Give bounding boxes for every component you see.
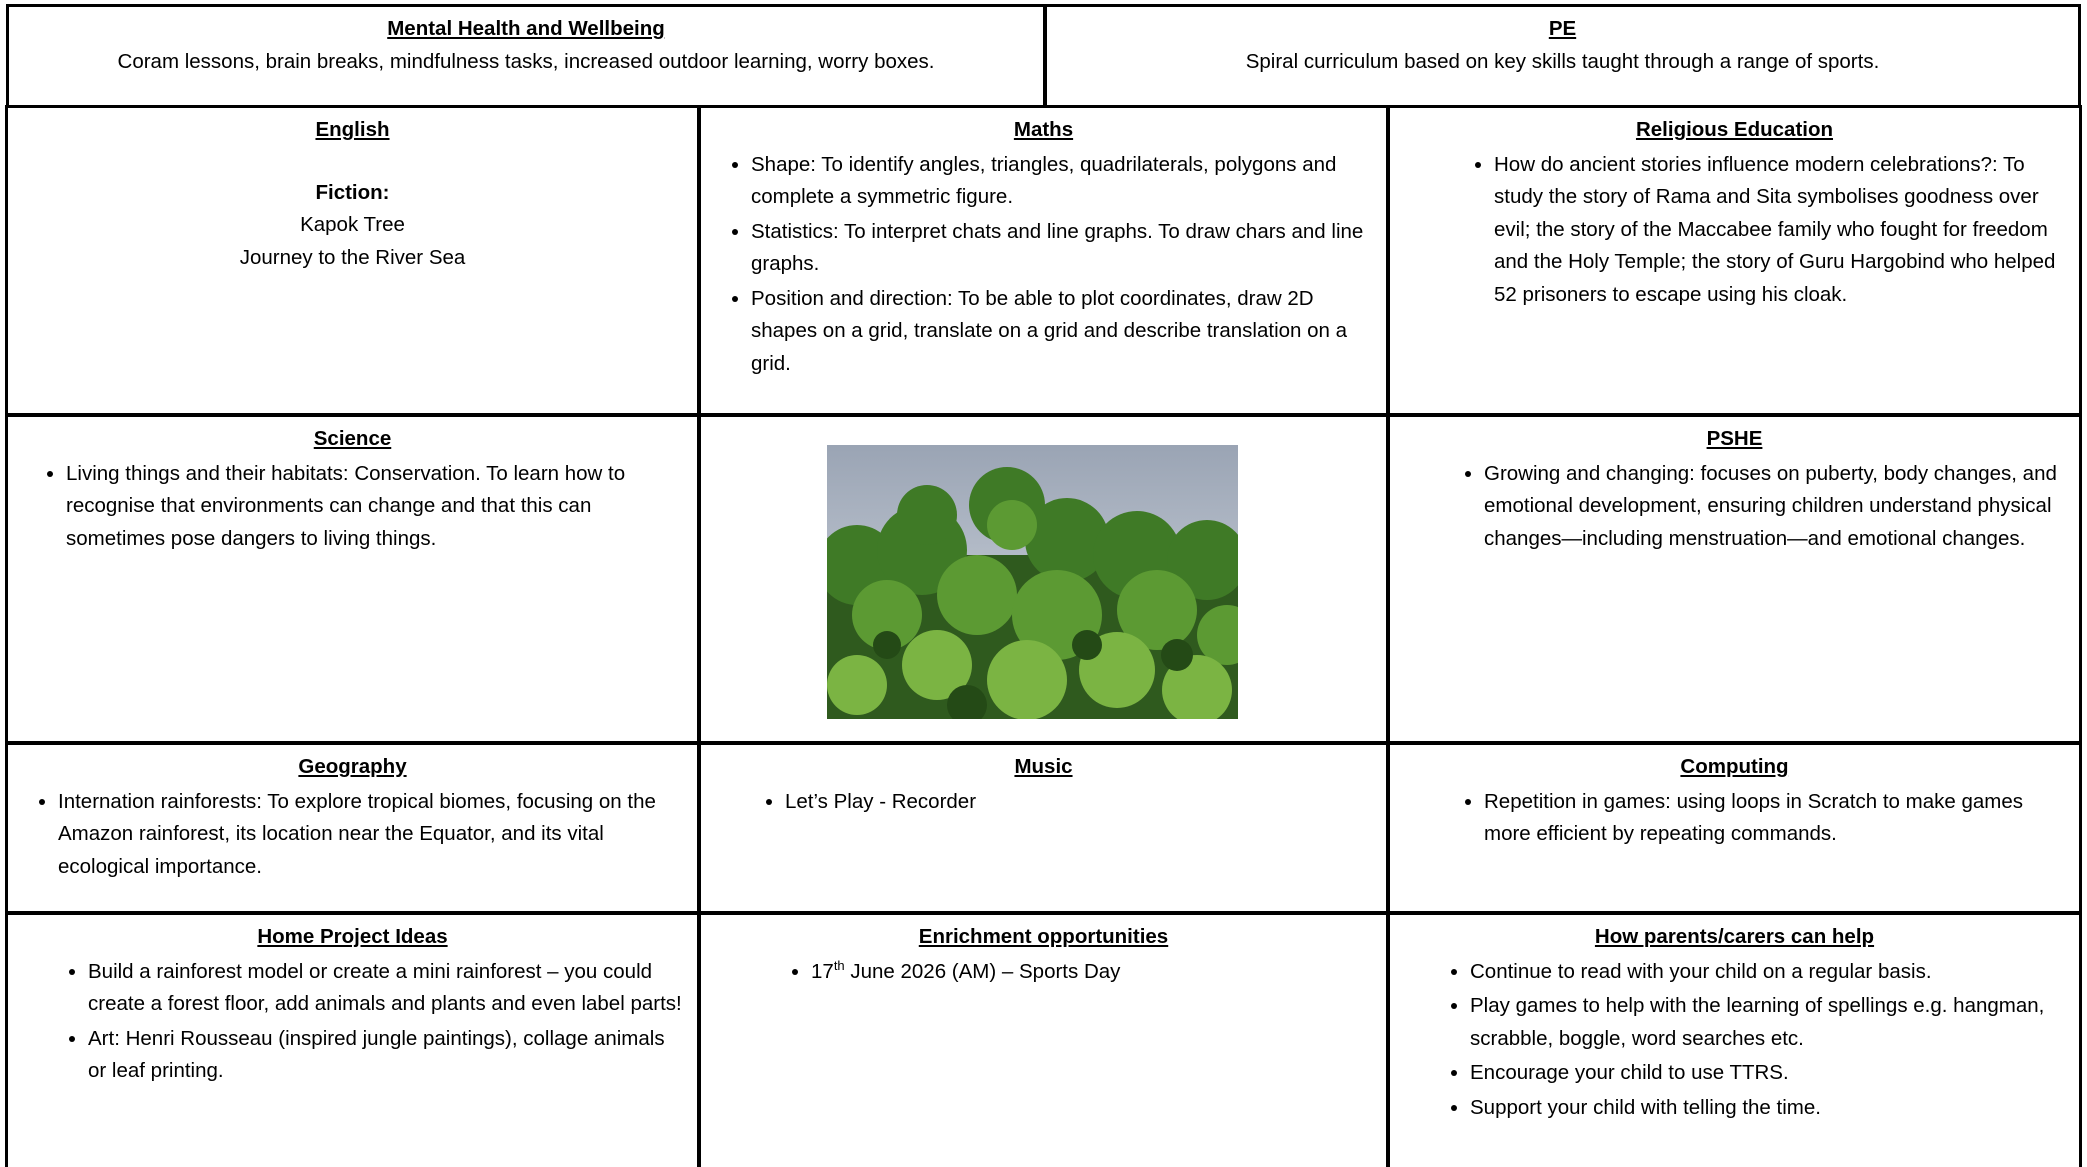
bullet-list: Repetition in games: using loops in Scra… xyxy=(1404,786,2065,851)
bullet-item: Repetition in games: using loops in Scra… xyxy=(1484,786,2065,851)
section-title: Religious Education xyxy=(1635,118,1834,141)
bullet-item: Living things and their habitats: Conser… xyxy=(66,458,683,556)
section-text: Spiral curriculum based on key skills ta… xyxy=(1245,49,1880,73)
section-title: Maths xyxy=(1013,118,1074,141)
computing-cell: Computing Repetition in games: using loop… xyxy=(1387,742,2082,914)
section-title: English xyxy=(315,118,390,141)
bullet-item: Growing and changing: focuses on puberty… xyxy=(1484,458,2065,556)
top-cell: PE Spiral curriculum based on key skills … xyxy=(1044,4,2081,108)
bullet-item: Art: Henri Rousseau (inspired jungle pai… xyxy=(88,1023,683,1088)
bullet-item: Internation rainforests: To explore trop… xyxy=(58,786,683,884)
bullet-list: 17th June 2026 (AM) – Sports Day xyxy=(715,956,1372,989)
bullet-item: Support your child with telling the time… xyxy=(1470,1092,2065,1125)
bullet-list: How do ancient stories influence modern … xyxy=(1404,149,2065,312)
bullet-item: How do ancient stories influence modern … xyxy=(1494,149,2065,312)
enrichment-cell: Enrichment opportunities 17th June 2026 (… xyxy=(698,912,1389,1167)
book-title: Kapok Tree xyxy=(300,213,405,236)
section-title: Science xyxy=(313,427,392,450)
bullet-item: Shape: To identify angles, triangles, qu… xyxy=(751,149,1372,214)
bullet-item: 17th June 2026 (AM) – Sports Day xyxy=(811,956,1372,989)
event-day: 17 xyxy=(811,959,834,983)
section-title: How parents/carers can help xyxy=(1594,925,1875,948)
bullet-list: Internation rainforests: To explore trop… xyxy=(22,786,683,884)
section-title: Enrichment opportunities xyxy=(918,925,1169,948)
rainforest-photo xyxy=(827,445,1238,719)
event-ordinal: th xyxy=(833,957,845,973)
bullet-list: Living things and their habitats: Conser… xyxy=(22,458,683,556)
top-cell: Mental Health and Wellbeing Coram lessons… xyxy=(6,4,1046,108)
music-cell: Music Let’s Play - Recorder xyxy=(698,742,1389,914)
section-title: Computing xyxy=(1680,755,1789,778)
bullet-item: Let’s Play - Recorder xyxy=(785,786,1372,819)
bullet-item: Encourage your child to use TTRS. xyxy=(1470,1057,2065,1090)
event-text: June 2026 (AM) – Sports Day xyxy=(844,959,1121,983)
bullet-item: Statistics: To interpret chats and line … xyxy=(751,216,1372,281)
bullet-item: Position and direction: To be able to pl… xyxy=(751,283,1372,381)
section-title: Mental Health and Wellbeing xyxy=(387,17,665,40)
section-title: Geography xyxy=(298,755,407,778)
maths-cell: Maths Shape: To identify angles, triangle… xyxy=(698,105,1389,416)
bullet-list: Shape: To identify angles, triangles, qu… xyxy=(715,149,1372,381)
section-text: Coram lessons, brain breaks, mindfulness… xyxy=(117,49,935,73)
section-title: PSHE xyxy=(1706,427,1763,450)
section-title: Home Project Ideas xyxy=(257,925,448,948)
bullet-item: Build a rainforest model or create a min… xyxy=(88,956,683,1021)
bullet-list: Let’s Play - Recorder xyxy=(715,786,1372,819)
home-cell: Home Project Ideas Build a rainforest mod… xyxy=(5,912,700,1167)
english-cell: English Fiction: Kapok Tree Journey to the … xyxy=(5,105,700,416)
parents-cell: How parents/carers can help Continue to r… xyxy=(1387,912,2082,1167)
bullet-list: Build a rainforest model or create a min… xyxy=(22,956,683,1088)
science-cell: Science Living things and their habitats:… xyxy=(5,414,700,744)
bullet-list: Growing and changing: focuses on puberty… xyxy=(1404,458,2065,556)
bullet-list: Continue to read with your child on a re… xyxy=(1404,956,2065,1125)
section-title: PE xyxy=(1548,17,1577,40)
pshe-cell: PSHE Growing and changing: focuses on pub… xyxy=(1387,414,2082,744)
book-title: Journey to the River Sea xyxy=(239,245,466,269)
subtitle: Fiction: xyxy=(315,180,390,204)
section-title: Music xyxy=(1014,755,1073,778)
bullet-item: Continue to read with your child on a re… xyxy=(1470,956,2065,989)
bullet-item: Play games to help with the learning of … xyxy=(1470,990,2065,1055)
geography-cell: Geography Internation rainforests: To exp… xyxy=(5,742,700,914)
re-cell: Religious Education How do ancient storie… xyxy=(1387,105,2082,416)
